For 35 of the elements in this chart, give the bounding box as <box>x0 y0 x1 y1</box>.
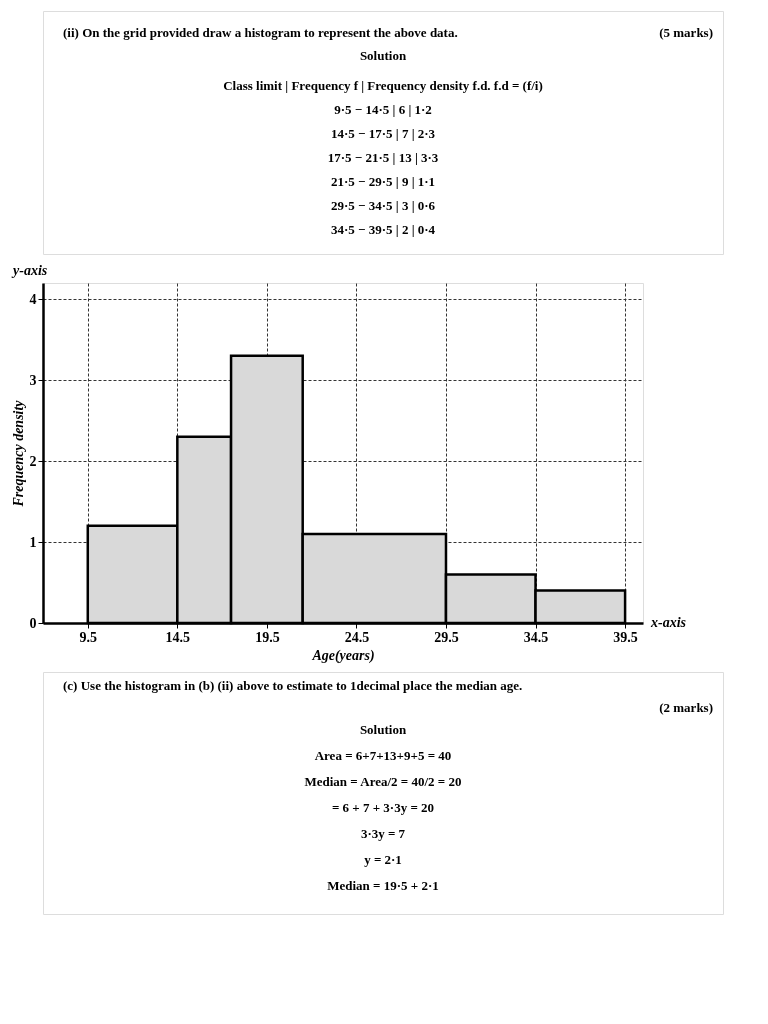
text: 34·5 − 39·5 | 2 | 0·4 <box>330 222 436 237</box>
x-tick-label: 24.5 <box>344 629 370 645</box>
text: = 6 + 7 + 3·3y = 20 <box>331 800 435 815</box>
text: y = 2·1 <box>364 852 402 867</box>
x-tick-label: 29.5 <box>434 629 459 645</box>
y-axis-title: Frequency density <box>10 399 26 508</box>
text: 9·5 − 14·5 | 6 | 1·2 <box>334 102 432 117</box>
text: Median = Area/2 = 40/2 = 20 <box>304 774 462 789</box>
text: 21·5 − 29·5 | 9 | 1·1 <box>330 174 436 189</box>
text: (2 marks) <box>659 700 713 715</box>
chart-title: (ii) On the grid provided draw a histogram to represent the above data. <box>63 25 458 40</box>
text: Solution <box>359 48 407 63</box>
text: (5 marks) <box>659 25 713 40</box>
x-tick-label: 34.5 <box>523 629 549 645</box>
y-tick-label: 1 <box>29 534 37 550</box>
y-tick-label: 3 <box>29 372 37 388</box>
text: 14·5 − 17·5 | 7 | 2·3 <box>330 126 436 141</box>
y-tick-label: 0 <box>29 615 37 631</box>
text: Solution <box>359 722 407 737</box>
x-axis-title: Age(years) <box>311 647 375 664</box>
text: (c) Use the histogram in (b) (ii) above to estimate to 1decimal place the median age. <box>63 678 523 693</box>
x-tick-label: 14.5 <box>165 629 191 645</box>
y-tick-label: 2 <box>29 453 37 469</box>
x-tick-label: 39.5 <box>613 629 638 645</box>
text: Class limit | Frequency f | Frequency density f.d. f.d = (f/i) <box>223 78 543 93</box>
text: x-axis <box>650 615 687 630</box>
y-tick-label: 4 <box>29 291 37 307</box>
text: 29·5 − 34·5 | 3 | 0·6 <box>330 198 436 213</box>
text: Median = 19·5 + 2·1 <box>327 878 439 893</box>
text: Area = 6+7+13+9+5 = 40 <box>314 748 452 763</box>
text: 17·5 − 21·5 | 13 | 3·3 <box>327 150 439 165</box>
x-tick-label: 9.5 <box>79 629 98 645</box>
text: y-axis <box>11 263 48 278</box>
text: 3·3y = 7 <box>360 826 406 841</box>
x-tick-label: 19.5 <box>255 629 280 645</box>
